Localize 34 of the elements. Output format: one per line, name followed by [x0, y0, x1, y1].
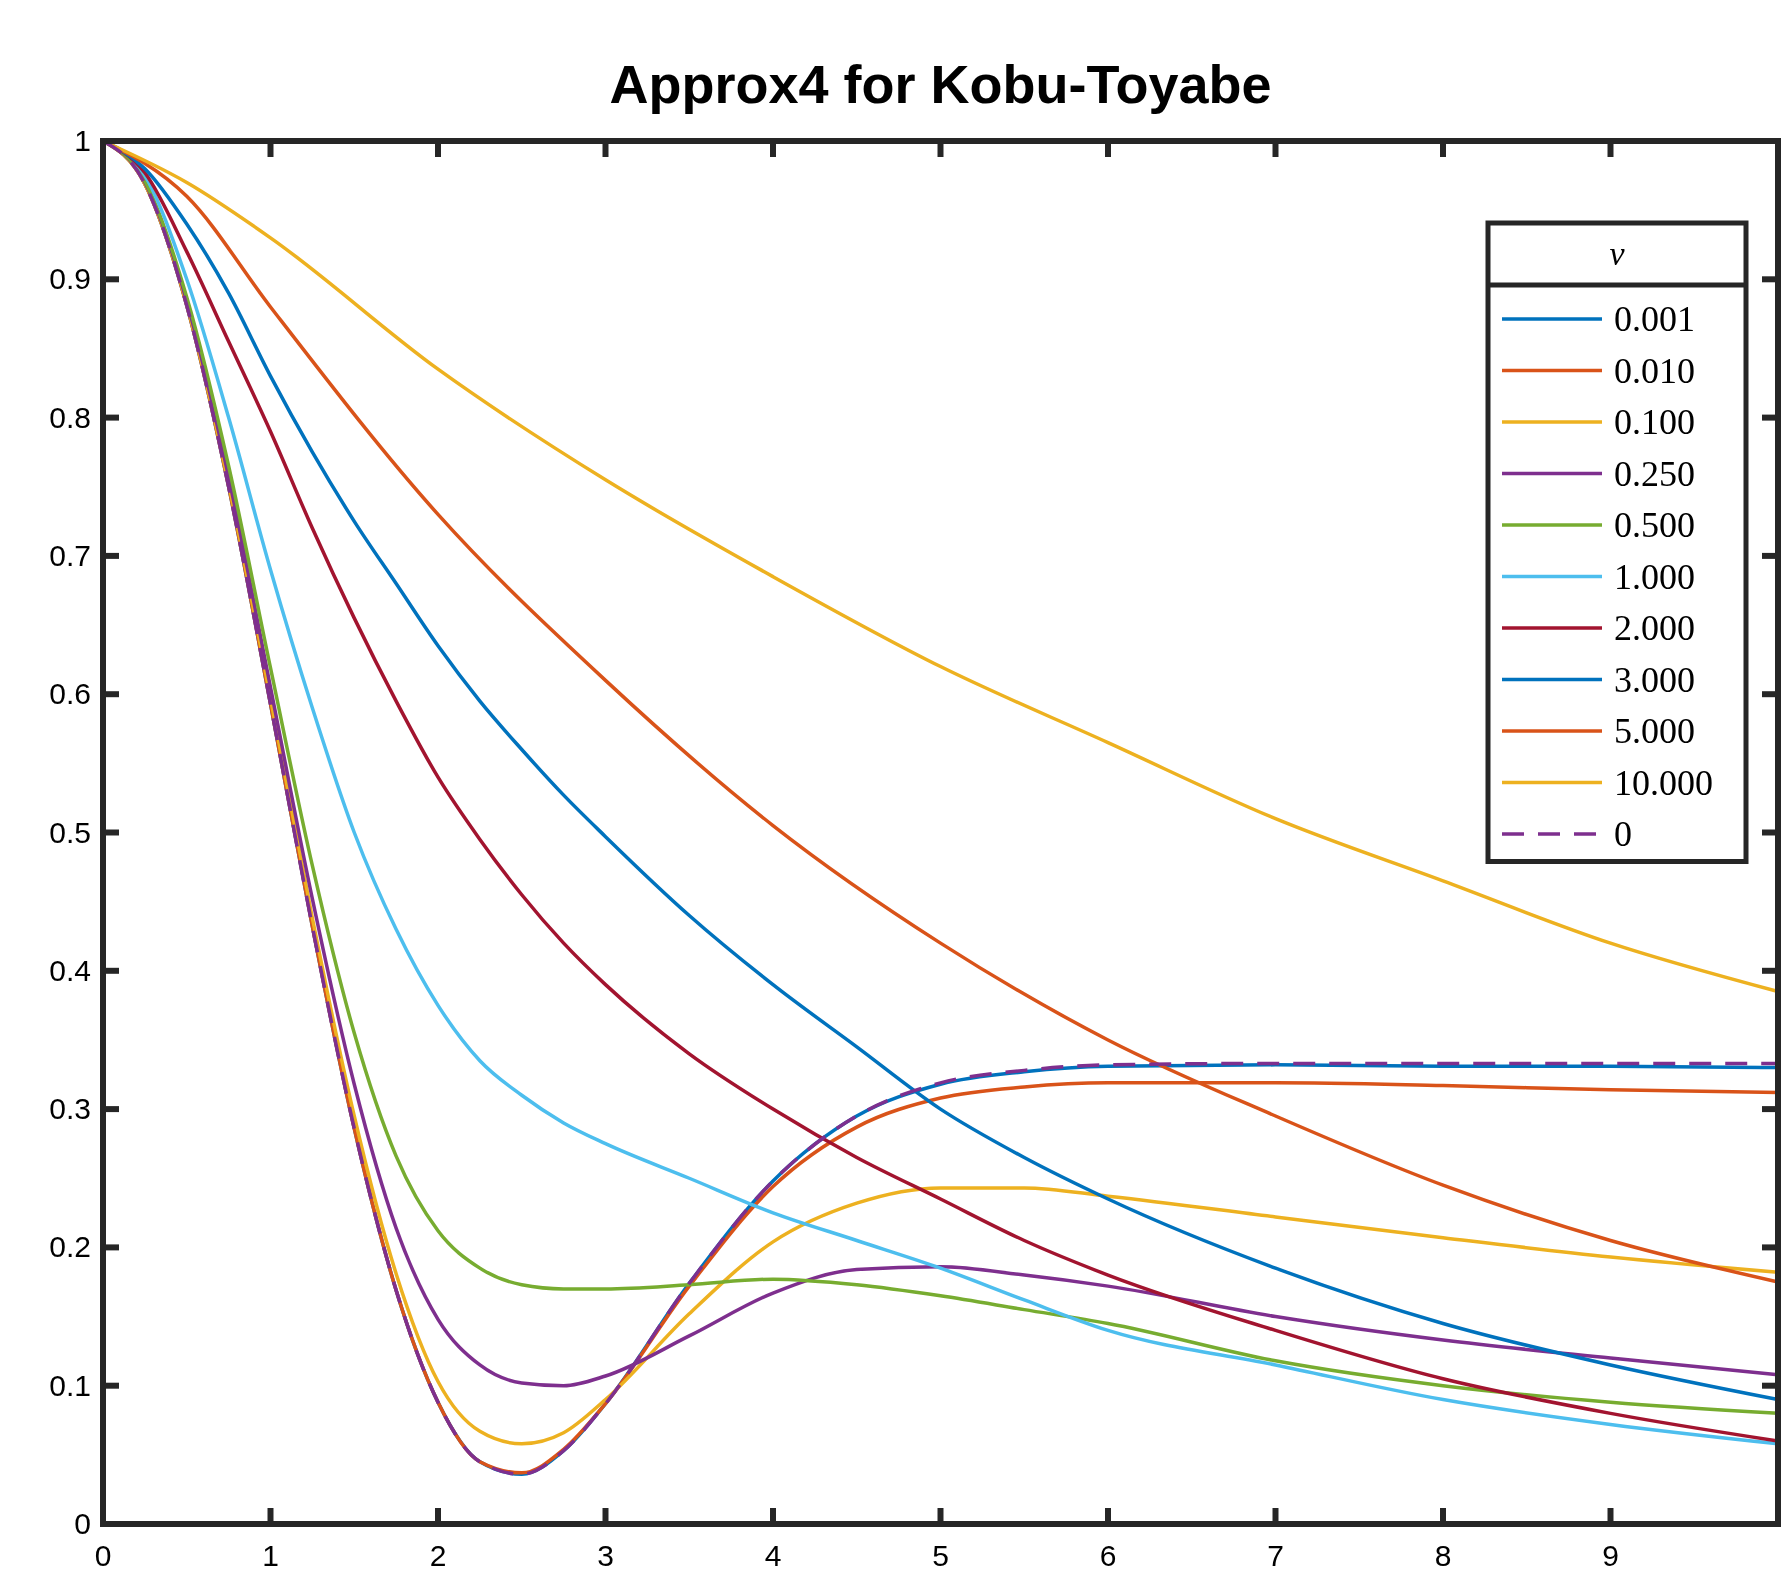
- legend-title: ν: [1609, 235, 1626, 272]
- y-tick-label: 0.1: [49, 1368, 91, 1402]
- legend-label: 0.250: [1614, 453, 1695, 494]
- y-tick-label: 0.8: [49, 400, 91, 434]
- legend-label: 0.010: [1614, 350, 1695, 391]
- legend-label: 0: [1614, 814, 1632, 854]
- y-tick-label: 1: [74, 124, 91, 157]
- legend-label: 0.100: [1614, 402, 1695, 442]
- y-tick-label: 0.2: [49, 1230, 91, 1264]
- y-tick-label: 0.4: [49, 953, 91, 987]
- x-tick-label: 6: [1099, 1539, 1117, 1571]
- y-tick-label: 0.3: [49, 1092, 91, 1126]
- x-tick-label: 1: [262, 1539, 279, 1571]
- legend-label: 10.000: [1614, 762, 1713, 803]
- x-tick-label: 9: [1602, 1539, 1619, 1571]
- legend-label: 0.001: [1614, 299, 1695, 339]
- x-tick-label: 2: [429, 1539, 447, 1571]
- legend-label: 2.000: [1614, 608, 1695, 648]
- y-tick-label: 0.7: [49, 538, 91, 572]
- y-tick-label: 0: [74, 1507, 91, 1540]
- y-tick-label: 0.9: [49, 262, 91, 296]
- legend-label: 3.000: [1614, 659, 1695, 700]
- x-tick-label: 0: [94, 1539, 112, 1571]
- y-tick-label: 0.6: [49, 677, 91, 711]
- x-tick-label: 4: [764, 1539, 782, 1571]
- x-tick-label: 5: [932, 1539, 949, 1571]
- x-tick-label: 8: [1434, 1539, 1452, 1571]
- legend-label: 5.000: [1614, 711, 1695, 751]
- y-tick-label: 0.5: [49, 815, 91, 849]
- x-tick-label: 3: [597, 1539, 614, 1571]
- chart-title: Approx4 for Kobu-Toyabe: [609, 54, 1272, 114]
- legend-label: 1.000: [1614, 556, 1695, 597]
- x-tick-label: 7: [1267, 1539, 1284, 1571]
- legend-label: 0.500: [1614, 505, 1695, 545]
